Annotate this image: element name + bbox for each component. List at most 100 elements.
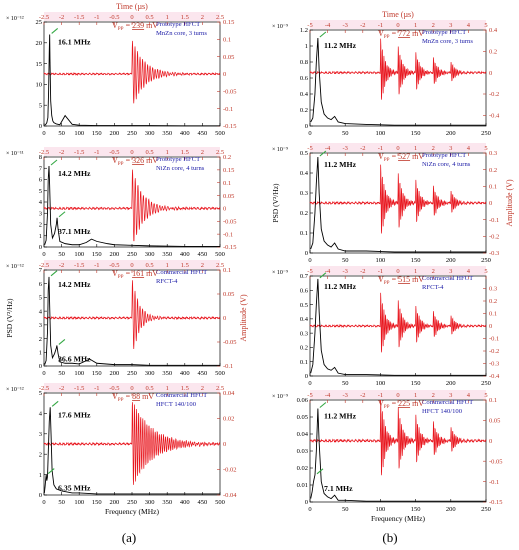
y2-tick-label: 0 bbox=[223, 206, 226, 213]
time-signal-line bbox=[309, 38, 487, 100]
time-axis-band bbox=[44, 12, 220, 21]
peak-arrow bbox=[51, 400, 59, 407]
x2-tick-label: 0 bbox=[396, 22, 399, 29]
x2-tick-label: -1.5 bbox=[74, 149, 84, 156]
y-tick-label: 0.8 bbox=[300, 59, 308, 66]
x2-tick-label: -5 bbox=[307, 392, 312, 399]
y-exponent: × 10⁻⁹ bbox=[272, 147, 288, 153]
x2-tick-label: 4 bbox=[467, 268, 471, 275]
y2-tick-label: -0.1 bbox=[489, 217, 499, 224]
peak-label: 6.35 MHz bbox=[58, 484, 91, 493]
x-tick-label: 50 bbox=[58, 251, 65, 258]
x-tick-label: 500 bbox=[215, 251, 225, 258]
y-tick-label: 0 bbox=[305, 250, 308, 257]
x2-tick-label: -3 bbox=[342, 145, 347, 152]
y2-tick-label: -0.04 bbox=[223, 492, 237, 499]
figure-label-b: (b) bbox=[382, 530, 398, 545]
y-tick-label: 0.5 bbox=[300, 302, 308, 309]
y2-tick-label: -0.1 bbox=[489, 336, 499, 343]
x-tick-label: 300 bbox=[145, 251, 155, 258]
peak-arrow bbox=[58, 211, 66, 218]
time-signal-line bbox=[43, 40, 221, 104]
y-tick-label: 2 bbox=[39, 222, 42, 229]
y-tick-label: 5 bbox=[39, 188, 42, 195]
y-tick-label: 0.3 bbox=[300, 190, 308, 197]
y2-tick-label: -0.05 bbox=[223, 89, 237, 96]
x-tick-label: 200 bbox=[446, 257, 456, 264]
x-tick-label: 100 bbox=[376, 257, 386, 264]
x2-tick-label: 2 bbox=[432, 145, 435, 152]
x2-tick-label: 1.5 bbox=[181, 14, 189, 21]
y2-tick-label: 0.05 bbox=[223, 54, 234, 61]
x-tick-label: 250 bbox=[481, 506, 491, 513]
x2-tick-label: 5 bbox=[484, 145, 487, 152]
peak-label: 14.2 MHz bbox=[58, 169, 91, 178]
y-tick-label: 0.02 bbox=[297, 465, 308, 472]
x-tick-label: 500 bbox=[215, 130, 225, 137]
y2-tick-label: 0.3 bbox=[489, 150, 497, 157]
y-tick-label: 10 bbox=[36, 82, 43, 89]
y2-tick-label: -0.3 bbox=[489, 250, 499, 257]
y-tick-label: 0.6 bbox=[300, 287, 309, 294]
time-signal-line bbox=[43, 169, 221, 242]
y2-tick-label: 0.1 bbox=[223, 37, 231, 44]
x-tick-label: 150 bbox=[92, 499, 102, 506]
x2-tick-label: 2 bbox=[201, 385, 204, 392]
peak-label: 11.2 MHz bbox=[324, 41, 357, 50]
legend-line: Commercial HFCT bbox=[156, 392, 207, 399]
y-tick-label: 0 bbox=[39, 492, 42, 499]
x2-tick-label: -4 bbox=[325, 268, 331, 275]
chart-b3: 0 50 100 150 200 250-5 -4 -3 -2 -1 0 1 2 3 4 500.10.20.… bbox=[272, 266, 500, 387]
psd-line bbox=[310, 278, 486, 376]
y-exponent: × 10⁻⁹ bbox=[272, 394, 288, 400]
vpp-label: VPP = 161 mV bbox=[112, 269, 158, 280]
y2-tick-label: 0.1 bbox=[489, 184, 497, 191]
x2-tick-label: 1 bbox=[414, 22, 417, 29]
y2-tick-label: 0.2 bbox=[223, 154, 231, 161]
y2-tick-label: -0.3 bbox=[489, 361, 499, 368]
x-tick-label: 250 bbox=[481, 380, 491, 387]
y-tick-label: 2 bbox=[39, 336, 42, 343]
y2-tick-label: 0.1 bbox=[223, 267, 231, 274]
x-tick-label: 350 bbox=[162, 499, 172, 506]
vpp-label: VPP = 239 mV bbox=[112, 21, 158, 32]
y-tick-label: 15 bbox=[36, 61, 43, 68]
x2-tick-label: 3 bbox=[449, 392, 452, 399]
x2-tick-label: -1 bbox=[94, 385, 99, 392]
legend-line: RFCT-4 bbox=[156, 278, 178, 285]
x-tick-label: 250 bbox=[127, 499, 137, 506]
x2-tick-label: -2 bbox=[360, 268, 365, 275]
y-tick-label: 0.6 bbox=[300, 75, 309, 82]
y-tick-label: 1 bbox=[39, 349, 42, 356]
x-tick-label: 150 bbox=[411, 506, 421, 513]
y-exponent: × 10⁻¹² bbox=[6, 387, 24, 393]
legend-line: Prototype HFCT bbox=[156, 21, 200, 28]
y-exponent: × 10⁻¹² bbox=[6, 264, 24, 270]
y-tick-label: 0.2 bbox=[300, 210, 308, 217]
x-tick-label: 200 bbox=[110, 251, 120, 258]
x-tick-label: 50 bbox=[58, 499, 65, 506]
x-tick-label: 50 bbox=[58, 130, 65, 137]
x-tick-label: 350 bbox=[162, 130, 172, 137]
time-signal-line bbox=[309, 164, 487, 234]
y-tick-label: 1 bbox=[39, 233, 42, 240]
psd-line bbox=[310, 37, 486, 126]
x2-tick-label: 0.5 bbox=[146, 385, 154, 392]
x2-tick-label: 5 bbox=[484, 392, 487, 399]
x2-tick-label: 2.5 bbox=[216, 262, 224, 269]
chart-a2: 0 50 100 150 200 250 300 350 400 450 500-2.5 -2 -1.5… bbox=[6, 147, 237, 258]
y-tick-label: 0.1 bbox=[300, 230, 308, 237]
y2-tick-label: -0.1 bbox=[489, 479, 499, 486]
x-tick-label: 450 bbox=[198, 370, 208, 377]
psd-line bbox=[44, 34, 220, 127]
y2-tick-label: 0.2 bbox=[489, 49, 497, 56]
x-tick-label: 50 bbox=[342, 257, 349, 264]
chart-a3: 0 50 100 150 200 250 300 350 400 450 500-2.5 -2 -1.5… bbox=[5, 260, 248, 377]
legend-line: NiZn core, 4 turns bbox=[156, 165, 205, 172]
x2-axis-title: Time (µs) bbox=[382, 10, 414, 19]
x2-tick-label: -1.5 bbox=[74, 14, 84, 21]
y2-tick-label: 0.2 bbox=[489, 167, 497, 174]
x-tick-label: 300 bbox=[145, 130, 155, 137]
x2-tick-label: -2 bbox=[360, 22, 365, 29]
x2-tick-label: 5 bbox=[484, 22, 487, 29]
